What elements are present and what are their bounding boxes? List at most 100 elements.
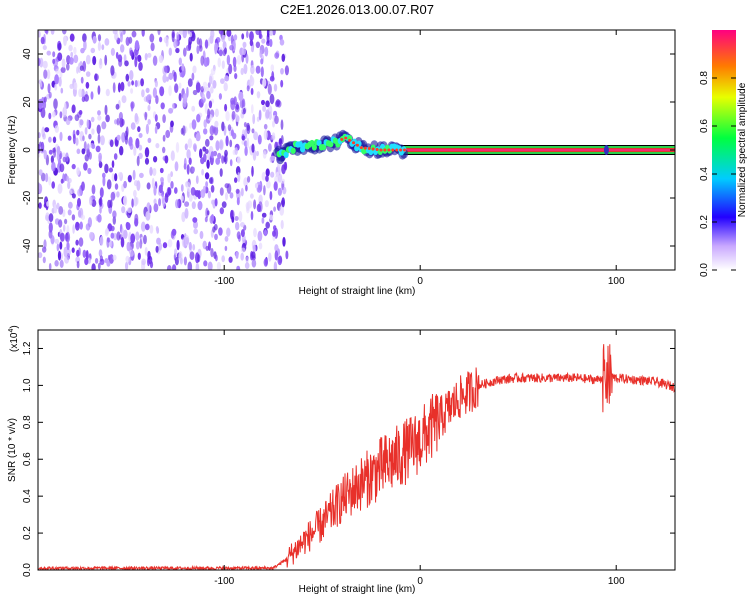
noise-blob	[219, 207, 224, 215]
noise-blob	[54, 125, 59, 133]
spectrogram-ytick-label: -40	[22, 238, 33, 253]
noise-blob	[149, 224, 154, 234]
noise-blob	[69, 57, 74, 65]
noise-blob	[224, 245, 228, 252]
noise-blob	[263, 129, 268, 140]
noise-blob	[237, 172, 241, 183]
noise-blob	[83, 39, 87, 51]
noise-blob	[76, 249, 80, 257]
noise-blob	[184, 201, 190, 207]
noise-blob	[200, 189, 206, 199]
noise-blob	[191, 72, 195, 81]
noise-blob	[125, 222, 131, 231]
noise-blob	[134, 56, 138, 68]
noise-blob	[106, 179, 112, 190]
track-blob-core	[363, 146, 367, 150]
noise-blob	[218, 30, 224, 35]
noise-blob	[110, 225, 115, 232]
noise-blob	[270, 171, 275, 178]
noise-blob	[116, 191, 120, 198]
noise-blob	[203, 57, 209, 67]
noise-blob	[75, 137, 79, 146]
noise-blob	[110, 47, 115, 56]
noise-blob	[162, 146, 166, 154]
noise-blob	[76, 129, 80, 136]
noise-blob	[91, 263, 96, 270]
noise-blob	[275, 99, 281, 107]
noise-blob	[242, 107, 246, 114]
noise-blob	[83, 162, 88, 171]
noise-blob	[257, 230, 263, 242]
noise-blob	[130, 88, 134, 94]
noise-blob	[52, 136, 57, 144]
noise-blob	[261, 99, 265, 106]
noise-blob	[92, 35, 97, 44]
noise-blob	[147, 119, 151, 125]
noise-blob	[112, 210, 117, 219]
noise-blob	[137, 126, 141, 133]
noise-blob	[154, 80, 158, 88]
track-blob-core	[344, 136, 348, 140]
noise-blob	[115, 103, 120, 110]
noise-blob	[155, 226, 159, 232]
noise-blob	[200, 55, 205, 66]
colorbar-tick-label: 0.6	[699, 119, 710, 133]
noise-blob	[167, 187, 172, 196]
noise-blob	[132, 169, 136, 181]
noise-blob	[120, 237, 125, 248]
noise-blob	[71, 193, 76, 199]
noise-blob	[73, 46, 77, 55]
track-blob-core	[399, 148, 403, 152]
snr-multiplier-exp: 4	[8, 329, 15, 333]
noise-blob	[82, 33, 87, 43]
noise-blob	[94, 73, 98, 82]
noise-blob	[280, 135, 284, 145]
noise-blob	[279, 39, 285, 46]
noise-blob	[235, 221, 240, 231]
noise-blob	[186, 181, 191, 193]
noise-blob	[129, 70, 134, 81]
noise-blob	[123, 195, 128, 206]
noise-blob	[114, 183, 119, 190]
noise-blob	[140, 221, 146, 232]
noise-blob	[105, 88, 110, 97]
spectrogram-noise-field	[38, 30, 289, 270]
noise-blob	[54, 238, 60, 244]
noise-blob	[155, 95, 159, 105]
noise-blob	[99, 255, 103, 262]
noise-blob	[144, 53, 148, 61]
noise-blob	[162, 134, 166, 142]
noise-blob	[178, 93, 182, 102]
noise-blob	[57, 183, 63, 194]
noise-blob	[189, 31, 193, 38]
noise-blob	[43, 96, 47, 103]
noise-blob	[96, 124, 101, 135]
noise-blob	[48, 136, 52, 143]
noise-blob	[92, 55, 97, 66]
track-blob-inner	[297, 141, 303, 148]
noise-blob	[201, 168, 205, 176]
noise-blob	[210, 185, 215, 193]
noise-blob	[98, 198, 102, 206]
noise-blob	[78, 237, 84, 247]
noise-blob	[168, 85, 172, 97]
noise-blob	[200, 157, 205, 165]
colorbar-tick-label: 0.8	[699, 71, 710, 85]
noise-blob	[67, 209, 72, 216]
noise-blob	[127, 175, 132, 183]
noise-blob	[192, 217, 198, 223]
noise-blob	[99, 236, 104, 246]
noise-blob	[225, 135, 229, 147]
noise-blob	[209, 135, 214, 141]
noise-blob	[68, 44, 73, 52]
noise-blob	[236, 231, 241, 240]
noise-blob	[250, 45, 254, 53]
noise-blob	[186, 149, 191, 159]
noise-blob	[144, 247, 148, 256]
noise-blob	[64, 255, 70, 264]
noise-blob	[240, 222, 245, 228]
noise-blob	[201, 93, 205, 100]
noise-blob	[81, 148, 86, 155]
noise-blob	[281, 53, 286, 63]
